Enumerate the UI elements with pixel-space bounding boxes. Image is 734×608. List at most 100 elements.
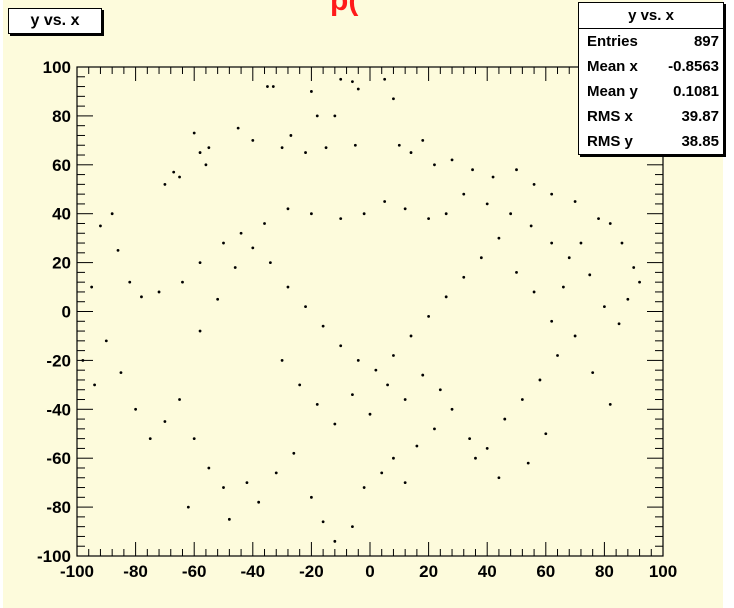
scatter-point: [148, 437, 152, 441]
scatter-point: [421, 373, 425, 377]
stats-row-mean-y: Mean y 0.1081: [579, 79, 723, 104]
stats-row-rms-x: RMS x 39.87: [579, 104, 723, 129]
scatter-point: [515, 270, 518, 274]
scatter-point: [497, 476, 501, 480]
scatter-point: [110, 212, 114, 216]
scatter-point: [263, 222, 266, 225]
stats-value: 0.1081: [673, 83, 719, 100]
stats-label: RMS y: [587, 133, 633, 150]
x-tick-label: 80: [595, 562, 614, 581]
scatter-point: [479, 256, 483, 260]
y-tick-label: 60: [52, 156, 71, 175]
scatter-point: [485, 447, 489, 450]
scatter-point: [573, 200, 577, 203]
scatter-point: [163, 182, 167, 186]
scatter-point: [471, 168, 474, 172]
scatter-point: [119, 371, 123, 375]
scatter-point: [280, 146, 284, 150]
x-tick-label: -60: [182, 562, 207, 581]
scatter-point: [617, 322, 621, 326]
stats-row-mean-x: Mean x -0.8563: [579, 54, 723, 79]
scatter-point: [81, 359, 85, 362]
x-tick-label: -40: [241, 562, 266, 581]
top-title-fragment: p(: [330, 0, 359, 17]
scatter-point: [351, 393, 354, 397]
stats-row-entries: Entries 897: [579, 29, 723, 54]
x-tick-label: 40: [478, 562, 497, 581]
scatter-point: [550, 192, 554, 196]
scatter-point: [556, 354, 559, 357]
scatter-point: [438, 388, 442, 392]
scatter-point: [233, 266, 237, 269]
scatter-point: [339, 217, 343, 220]
scatter-point: [251, 138, 255, 142]
title-box: y vs. x: [8, 8, 102, 34]
scatter-point: [207, 146, 211, 150]
scatter-point: [298, 383, 302, 387]
scatter-point: [353, 143, 357, 147]
scatter-point: [397, 143, 401, 147]
stats-label: RMS x: [587, 108, 633, 125]
stats-box: y vs. x Entries 897 Mean x -0.8563 Mean …: [578, 2, 724, 155]
stats-value: 39.87: [681, 108, 719, 125]
y-tick-label: 20: [52, 254, 71, 273]
axis-ticks: -100 -80 -60 -40 -20 0 20 40 60 80 100 -100 -80 -60 -4…: [37, 58, 677, 581]
scatter-point: [339, 344, 343, 348]
scatter-point: [157, 290, 161, 294]
scatter-point: [383, 77, 387, 81]
scatter-point: [140, 295, 143, 299]
y-tick-label: -100: [37, 547, 71, 566]
scatter-point: [515, 168, 518, 172]
scatter-point: [356, 359, 360, 362]
scatter-point: [409, 151, 413, 154]
scatter-point: [222, 486, 225, 489]
scatter-point: [550, 241, 554, 245]
scatter-point: [567, 256, 571, 260]
scatter-point: [289, 134, 293, 137]
scatter-point: [292, 451, 296, 455]
stats-label: Mean y: [587, 83, 638, 100]
scatter-point: [415, 444, 419, 448]
scatter-point: [386, 383, 389, 387]
scatter-point: [462, 275, 466, 279]
scatter-point: [421, 138, 425, 142]
scatter-point: [591, 371, 595, 375]
scatter-point: [450, 158, 454, 162]
y-tick-label: -40: [46, 400, 71, 419]
scatter-point: [304, 151, 307, 154]
scatter-point: [104, 339, 108, 343]
y-tick-label: 40: [52, 205, 71, 224]
scatter-point: [374, 368, 378, 372]
y-tick-label: -20: [46, 351, 71, 370]
y-tick-label: 100: [43, 58, 71, 77]
scatter-point: [632, 266, 636, 269]
scatter-point: [526, 461, 530, 465]
scatter-point: [626, 297, 630, 301]
x-tick-label: -20: [299, 562, 324, 581]
scatter-point: [433, 427, 436, 431]
scatter-point: [351, 80, 354, 84]
scatter-point: [403, 398, 407, 401]
scatter-point: [178, 398, 181, 401]
scatter-point: [128, 280, 132, 284]
scatter-point: [362, 486, 366, 489]
scatter-point: [620, 241, 624, 245]
scatter-point: [368, 412, 372, 416]
scatter-point: [192, 437, 196, 441]
scatter-point: [497, 236, 501, 240]
scatter-point: [444, 295, 448, 299]
stats-value: 38.85: [681, 133, 719, 150]
scatter-point: [198, 329, 202, 333]
scatter-point: [550, 319, 554, 323]
scatter-point: [597, 217, 600, 220]
stats-value: 897: [693, 33, 719, 50]
scatter-point: [178, 175, 181, 179]
plot-frame: [76, 66, 664, 557]
scatter-point: [324, 146, 328, 150]
scatter-point: [163, 420, 167, 423]
scatter-point: [588, 273, 592, 277]
stats-label: Mean x: [587, 58, 638, 75]
scatter-point: [333, 422, 337, 426]
scatter-point: [268, 261, 272, 264]
